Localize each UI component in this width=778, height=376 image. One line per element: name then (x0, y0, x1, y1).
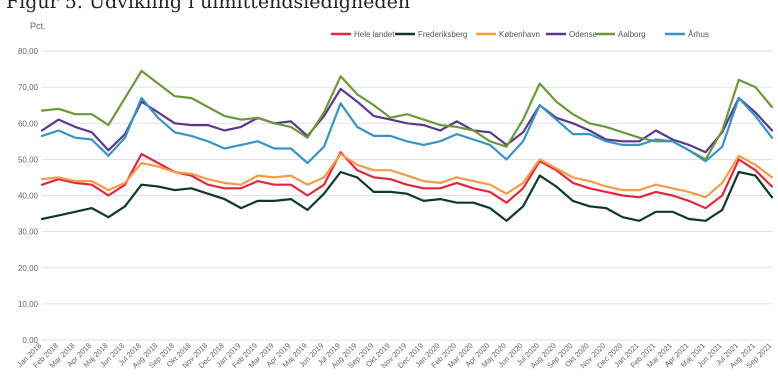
legend: Hele landet Frederiksberg København Odense A… (331, 30, 709, 39)
legend-item: Aalborg (595, 30, 646, 39)
legend-label: Frederiksberg (418, 30, 467, 39)
y-tick-label: 20,00 (18, 264, 39, 273)
legend-label: Aalborg (618, 30, 646, 39)
legend-item: Odense (546, 30, 598, 39)
series-line (40, 152, 774, 199)
legend-label: Århus (688, 30, 709, 39)
series-line (40, 151, 774, 210)
series-line (40, 87, 774, 154)
legend-item: København (476, 30, 540, 39)
y-tick-label: 30,00 (18, 228, 39, 237)
series-lines (40, 69, 774, 222)
series-line (40, 170, 774, 222)
y-axis-unit-label: Pct. (30, 21, 46, 31)
y-axis-ticks: 0,00 10,00 20,00 30,00 40,00 50,00 60,00 70,00 8… (18, 47, 39, 345)
legend-label: København (499, 30, 540, 39)
gridlines (42, 50, 772, 341)
y-tick-label: 80,00 (18, 47, 39, 56)
figure-title: Figur 5. Udvikling i ulmittendsledighede… (6, 0, 411, 13)
y-tick-label: 60,00 (18, 119, 39, 128)
y-tick-label: 50,00 (18, 155, 39, 164)
y-tick-label: 10,00 (18, 300, 39, 309)
y-tick-label: 70,00 (18, 83, 39, 92)
legend-label: Hele landet (354, 30, 395, 39)
series-line (40, 69, 774, 161)
series-line (40, 96, 774, 165)
legend-label: Odense (569, 30, 598, 39)
legend-item: Hele landet (331, 30, 395, 39)
y-tick-label: 0,00 (22, 336, 38, 345)
y-tick-label: 40,00 (18, 192, 39, 201)
legend-item: Århus (665, 30, 709, 39)
legend-item: Frederiksberg (395, 30, 467, 39)
